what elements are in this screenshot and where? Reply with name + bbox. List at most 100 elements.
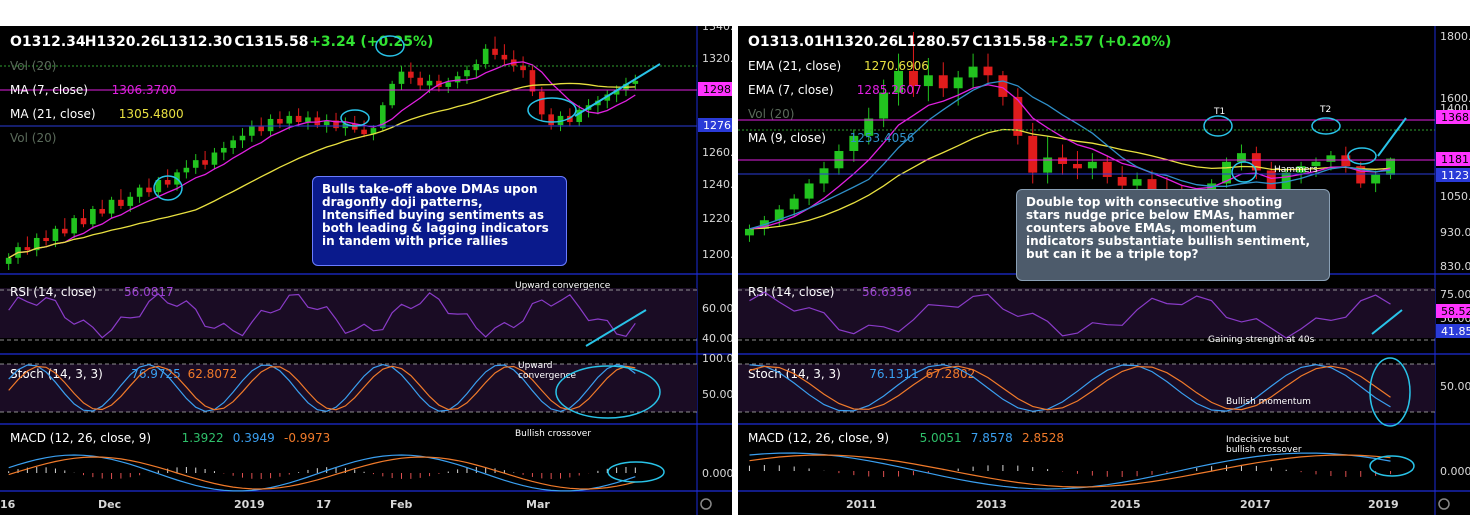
candle-body xyxy=(557,115,564,126)
candle-body xyxy=(379,105,386,129)
candle-body xyxy=(445,82,452,87)
candle-body xyxy=(864,118,874,136)
candle-body xyxy=(804,183,814,199)
highlight-ellipse xyxy=(607,461,665,483)
candle-body xyxy=(398,71,405,84)
candle-body xyxy=(908,70,918,87)
trend-arrow xyxy=(574,63,661,117)
left-chart-svg[interactable]: O1312.34 H1320.26 L1312.30 C1315.58 +3.24 (+… xyxy=(0,26,732,515)
macd-label: MACD (12, 26, close, 9) xyxy=(748,431,889,445)
macd-line xyxy=(749,452,1391,490)
right-chart-svg[interactable]: O1313.01 H1320.26 L1280.57 C1315.58 +2.57 (+… xyxy=(738,26,1470,515)
price-label-box xyxy=(698,118,732,132)
macd-value: 7.8578 xyxy=(971,431,1013,445)
candle-body xyxy=(426,80,433,86)
macd-signal-line xyxy=(8,456,636,490)
candle-body xyxy=(1117,176,1127,186)
highlight-ellipse xyxy=(375,35,405,57)
candle-body xyxy=(146,187,152,193)
price-label-box xyxy=(698,82,732,96)
date-label: 2017 xyxy=(1240,498,1271,511)
stoch-d-value: 62.8072 xyxy=(188,367,238,381)
candle-body xyxy=(155,179,162,193)
highlight-ellipse xyxy=(1369,455,1415,477)
rsi-price-label: 41.8502 xyxy=(1441,325,1470,338)
candle-body xyxy=(1281,172,1291,195)
candle-body xyxy=(286,115,293,124)
rsi-label: RSI (14, close) xyxy=(10,285,96,299)
settings-gear-icon[interactable] xyxy=(1438,498,1450,510)
ohlc-open: O1312.34 xyxy=(10,34,86,50)
highlight-ellipse xyxy=(340,109,370,127)
candle-body xyxy=(202,160,208,165)
candle-body xyxy=(99,208,106,214)
candle-body xyxy=(968,66,978,78)
trend-arrow xyxy=(1377,117,1407,157)
candle-body xyxy=(408,71,414,78)
price-tick-label: 1340.00 xyxy=(702,26,732,33)
rsi-line xyxy=(749,291,1391,339)
rsi-note: Gaining strength at 40s xyxy=(1208,335,1315,345)
candle-body xyxy=(1222,161,1232,184)
candle-body xyxy=(1251,153,1261,171)
price-label: 1368.20 xyxy=(1441,111,1470,124)
date-label: 2019 xyxy=(234,498,265,511)
ohlc-high: H1320.26 xyxy=(823,34,898,50)
highlight-ellipse xyxy=(1311,117,1341,135)
price-note-hammers: Hammers xyxy=(1274,165,1318,175)
macd-label: MACD (12, 26, close, 9) xyxy=(10,431,151,445)
rsi-band xyxy=(0,288,697,338)
candle-body xyxy=(90,208,96,225)
macd-value: -0.9973 xyxy=(284,431,330,445)
candle-body xyxy=(5,257,12,264)
settings-gear-icon[interactable] xyxy=(700,498,712,510)
price-label-box xyxy=(1436,152,1470,166)
date-label: 2011 xyxy=(846,498,877,511)
left-chart-panel[interactable]: O1312.34 H1320.26 L1312.30 C1315.58 +3.24 (+… xyxy=(0,26,732,515)
candle-body xyxy=(1072,163,1082,169)
candle-body xyxy=(136,187,143,197)
candle-body xyxy=(501,54,508,60)
price-tick-label: 1600.00 xyxy=(1440,92,1470,105)
stoch-d-line xyxy=(749,365,1391,411)
stoch-band xyxy=(0,364,697,412)
ohlc-high: H1320.26 xyxy=(85,34,160,50)
panel-bg xyxy=(0,26,732,515)
candle-body xyxy=(520,65,526,71)
candle-body xyxy=(249,126,255,136)
rsi-value: 56.6356 xyxy=(862,285,912,299)
stoch-tick-label: 100.0000 xyxy=(702,352,732,365)
legend-label: MA (21, close) xyxy=(10,107,96,121)
candle-body xyxy=(538,91,545,115)
ma21-line xyxy=(8,82,636,259)
candle-body xyxy=(879,92,889,119)
ma9-line xyxy=(749,80,1391,230)
price-tick-label: 1800.00 xyxy=(1440,30,1470,43)
price-tick-label: 1260.00 xyxy=(702,146,732,159)
legend-value: 1270.6906 xyxy=(864,59,929,73)
legend-label: Vol (20) xyxy=(748,107,794,121)
rsi-line xyxy=(8,292,636,339)
date-label: 17 xyxy=(316,498,331,511)
legend-label: Vol (20) xyxy=(10,131,56,145)
legend-value: 1306.3700 xyxy=(112,83,177,97)
price-tick-label: 930.00 xyxy=(1440,226,1470,239)
candle-body xyxy=(108,199,115,214)
candle-body xyxy=(1371,174,1381,184)
date-label: 2013 xyxy=(976,498,1007,511)
legend-value: 1305.4800 xyxy=(119,107,184,121)
ema7-line xyxy=(749,84,1391,230)
legend-value: 1285.2607 xyxy=(857,83,922,97)
ohlc-close: C1315.58 xyxy=(972,34,1046,50)
ohlc-change: +3.24 (+0.25%) xyxy=(309,34,433,50)
ma7-line xyxy=(8,61,636,259)
rsi-price-label: 58.5207 xyxy=(1441,305,1470,318)
candle-body xyxy=(464,70,470,77)
candle-body xyxy=(938,75,948,89)
right-chart-panel[interactable]: O1313.01 H1320.26 L1280.57 C1315.58 +2.57 (+… xyxy=(738,26,1470,515)
candle-body xyxy=(80,218,87,225)
stoch-note: convergence xyxy=(518,371,576,381)
stoch-k-value: 76.1311 xyxy=(869,367,919,381)
candle-body xyxy=(1102,161,1112,177)
stoch-tick-label: 50.0000 xyxy=(702,388,732,401)
